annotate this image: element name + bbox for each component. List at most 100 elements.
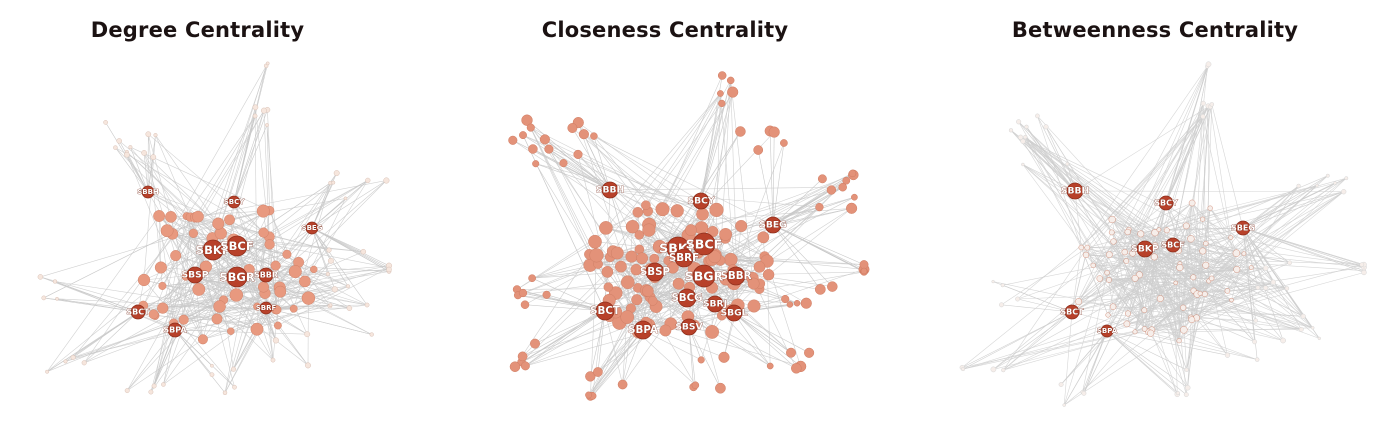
network-node [800,297,812,309]
network-node [1017,134,1024,140]
hub-label: SBBH [137,188,159,196]
network-edge [1151,272,1365,331]
network-node [1224,352,1231,358]
hub-label: SBCT [1060,308,1084,317]
network-edge [83,311,139,364]
network-node [1020,138,1026,144]
network-edge [1165,104,1213,204]
network-node [1280,337,1286,344]
network-edge [143,152,149,193]
network-node [192,282,206,296]
network-node [41,295,47,301]
network-node [1248,265,1254,270]
network-edge [588,329,644,396]
network-edge [1108,279,1313,329]
network-edge [1150,256,1155,334]
network-edge [143,152,224,301]
network-node [1325,173,1330,178]
network-node [386,266,392,273]
network-node [696,207,709,221]
network-node [827,281,838,292]
network-node [590,132,598,140]
network-edge [1003,317,1192,371]
hub-node-sbeg: SBEG [301,221,323,235]
network-edge [1060,313,1129,385]
network-edge [772,196,855,226]
network-edge [1128,202,1193,230]
network-edge [1078,287,1266,302]
network-node [614,260,627,273]
hub-node-sbbh: SBBH [1061,182,1089,200]
network-node [1184,384,1191,391]
network-node [70,354,76,360]
network-node [631,294,643,306]
hub-node-sbrj: SBRJ [703,295,727,313]
network-node [209,372,215,378]
network-edge [1087,116,1204,248]
network-edge [56,298,139,313]
network-edge [279,287,368,306]
network-node [1270,279,1276,285]
network-edge [516,204,647,290]
network-node [45,369,50,374]
network-edge [525,310,606,367]
network-edge [593,135,774,226]
network-edge [700,80,731,202]
network-node [1188,199,1196,207]
network-edge [1227,185,1299,292]
network-edge [1106,330,1187,371]
network-edge [1160,298,1187,370]
network-node [1233,265,1241,273]
hub-node-sbpa: SBPA [163,322,188,338]
network-node [655,202,670,217]
network-edge [597,310,606,373]
network-node [762,269,775,281]
network-node [1106,277,1112,283]
network-edge [1022,141,1088,248]
network-edge [1081,104,1213,248]
network-node [230,366,237,372]
network-node [1008,128,1014,133]
network-edge [1209,208,1304,317]
network-node [1200,100,1206,106]
network-edge [1154,103,1204,257]
network-edge [578,122,638,300]
network-node [1090,262,1096,269]
network-node [1361,269,1367,276]
network-edge [1165,202,1304,317]
network-node [735,219,748,232]
network-node [1156,227,1162,232]
network-edge [147,191,270,238]
network-node [141,150,147,156]
network-node [1035,113,1040,119]
network-node [642,223,656,237]
network-edge [153,216,191,315]
network-node [365,177,371,184]
network-edge [563,162,611,191]
network-edge [1191,106,1209,204]
hub-node-sbpa: SBPA [628,320,658,340]
network-edge [311,227,336,290]
network-node [1108,215,1116,224]
network-node [1224,288,1231,294]
network-node [331,286,338,293]
network-node [715,382,726,394]
network-edge [733,312,801,367]
network-edge [193,233,199,274]
network-node [851,193,858,201]
network-node [708,250,722,264]
network-edge [266,125,270,211]
network-edge [700,75,723,202]
network-edge [604,310,623,385]
network-node [310,265,318,274]
network-node [154,261,167,274]
network-node [542,290,551,299]
network-node [1184,367,1189,372]
network-edge [233,239,349,287]
network-edge [1204,293,1232,301]
network-edge [1242,227,1290,264]
network-edge [1020,137,1228,292]
network-node [1287,260,1293,266]
network-node [63,359,68,364]
network-edge [83,215,187,363]
